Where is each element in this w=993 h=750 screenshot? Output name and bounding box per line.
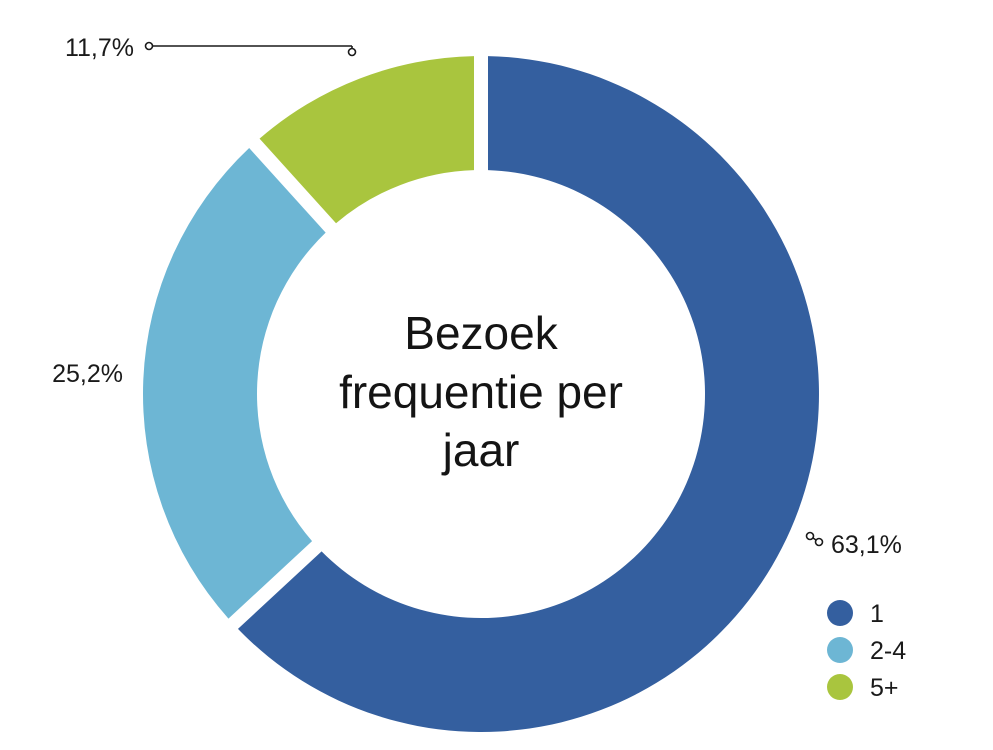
legend-item-1: 1: [827, 600, 884, 628]
data-label-1: 63,1%: [831, 531, 902, 559]
donut-slice-1: [237, 56, 819, 732]
legend-label-1: 1: [870, 600, 884, 628]
legend-swatch-1: [827, 600, 853, 626]
chart-title-line-2: frequentie per: [339, 366, 623, 418]
legend-label-5plus: 5+: [870, 674, 899, 702]
donut-slice-2to4: [143, 148, 326, 619]
legend-swatch-2to4: [827, 637, 853, 663]
legend-item-2to4: 2-4: [827, 637, 906, 665]
legend-item-5plus: 5+: [827, 674, 899, 702]
donut-slice-5plus: [259, 56, 474, 224]
data-labels: 11,7% 25,2% 63,1%: [52, 34, 902, 559]
legend-label-2to4: 2-4: [870, 637, 906, 665]
leader-line-5plus: [144, 41, 357, 57]
chart-title-line-1: Bezoek: [404, 307, 558, 359]
data-label-2to4: 25,2%: [52, 360, 123, 388]
data-label-5plus: 11,7%: [65, 34, 134, 62]
leader-line-1: [805, 531, 824, 547]
donut-slices: [143, 56, 819, 732]
chart-title-line-3: jaar: [441, 424, 520, 476]
chart-title: Bezoek frequentie per jaar: [339, 307, 623, 476]
legend-swatch-5plus: [827, 674, 853, 700]
legend: 1 2-4 5+: [827, 600, 906, 702]
